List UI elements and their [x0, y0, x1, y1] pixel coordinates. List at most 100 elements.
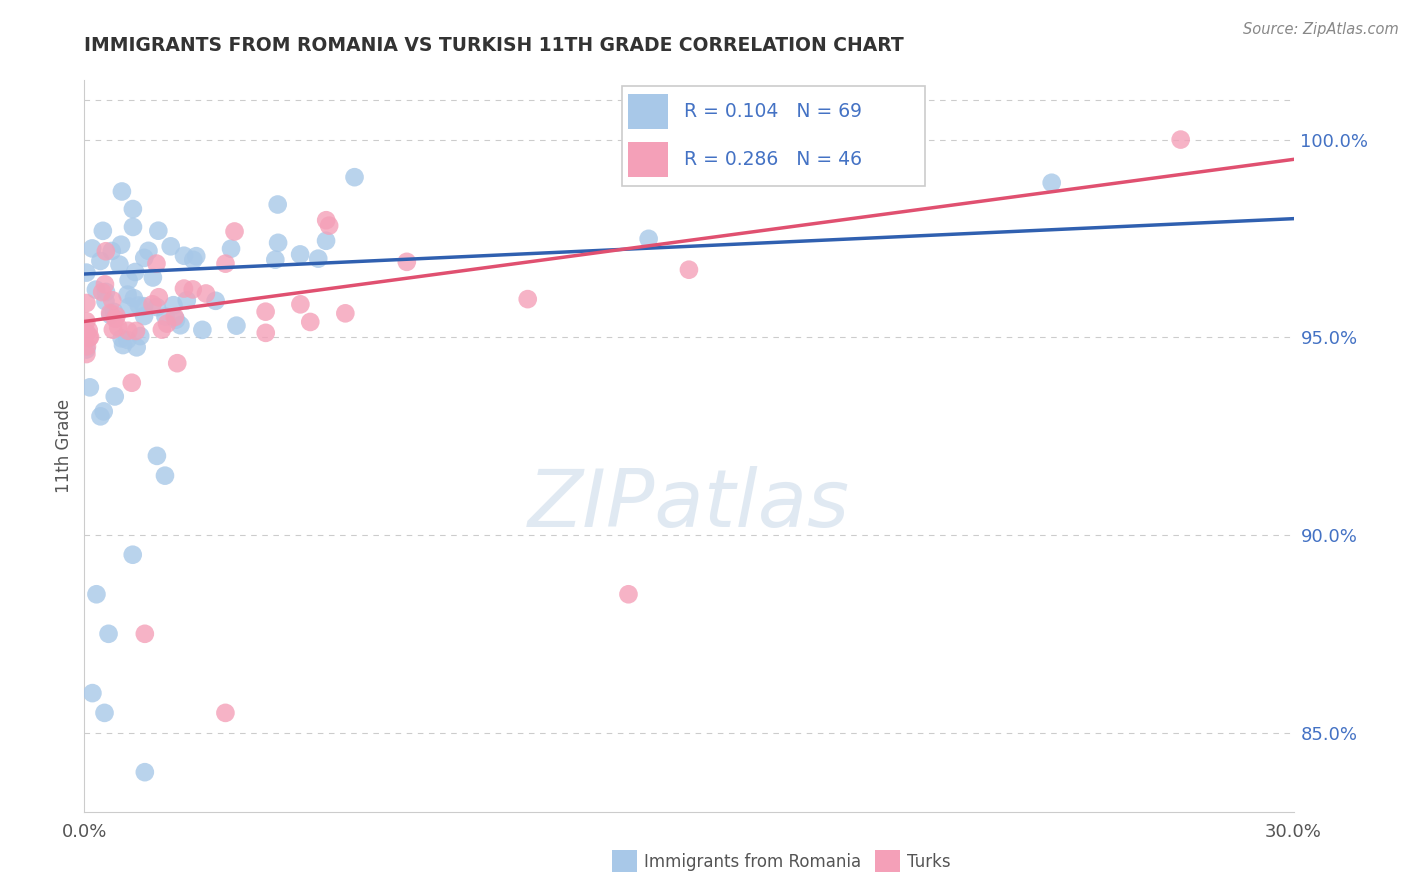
Point: [75, 266, 97, 280]
Point: [129, 329, 152, 343]
Point: [134, 627, 156, 641]
Point: [94, 285, 117, 299]
Point: [224, 225, 246, 239]
Point: [148, 290, 170, 304]
Point: [121, 202, 143, 216]
Point: [267, 235, 290, 250]
Point: [138, 244, 160, 258]
Point: [93, 404, 115, 418]
Point: [128, 298, 150, 312]
Point: [134, 765, 156, 780]
Point: [107, 320, 129, 334]
Point: [94, 244, 117, 259]
Point: [343, 170, 366, 185]
Point: [110, 237, 132, 252]
Point: [75, 347, 97, 361]
Point: [82, 241, 104, 255]
Text: Immigrants from Romania: Immigrants from Romania: [644, 853, 860, 871]
Text: R = 0.286   N = 46: R = 0.286 N = 46: [683, 150, 862, 169]
Point: [77, 331, 100, 345]
Point: [103, 305, 125, 319]
Point: [335, 306, 357, 320]
Point: [267, 197, 290, 211]
Point: [134, 251, 156, 265]
Point: [395, 255, 418, 269]
Point: [307, 252, 329, 266]
Point: [100, 244, 122, 258]
Point: [97, 627, 120, 641]
Point: [194, 286, 217, 301]
Point: [148, 224, 170, 238]
Point: [79, 330, 101, 344]
Point: [678, 262, 700, 277]
Point: [169, 318, 191, 333]
Point: [121, 548, 143, 562]
Point: [76, 339, 98, 353]
Point: [153, 468, 176, 483]
Point: [108, 258, 131, 272]
Point: [155, 310, 177, 324]
Point: [117, 287, 139, 301]
Point: [100, 308, 122, 322]
Point: [163, 310, 186, 324]
Point: [315, 213, 337, 227]
Point: [145, 256, 167, 270]
Point: [121, 376, 143, 390]
Y-axis label: 11th Grade: 11th Grade: [55, 399, 73, 493]
Point: [91, 224, 114, 238]
Point: [75, 343, 97, 357]
Point: [264, 252, 287, 267]
Point: [156, 317, 179, 331]
Point: [104, 312, 127, 326]
Point: [122, 291, 145, 305]
Point: [84, 283, 107, 297]
Point: [191, 323, 214, 337]
Point: [516, 292, 538, 306]
FancyBboxPatch shape: [621, 86, 925, 186]
Point: [79, 380, 101, 394]
Point: [318, 219, 340, 233]
Point: [75, 314, 97, 328]
Point: [122, 219, 145, 234]
Point: [166, 356, 188, 370]
Point: [173, 249, 195, 263]
Bar: [628, 142, 668, 177]
Point: [214, 257, 236, 271]
Text: Turks: Turks: [907, 853, 950, 871]
Point: [89, 254, 111, 268]
Point: [111, 338, 134, 352]
Point: [159, 239, 181, 253]
Point: [219, 242, 242, 256]
Point: [124, 265, 146, 279]
Point: [181, 282, 204, 296]
Point: [93, 706, 115, 720]
Point: [75, 296, 97, 310]
Point: [173, 281, 195, 295]
Point: [900, 161, 922, 176]
Point: [104, 389, 127, 403]
Point: [125, 340, 148, 354]
Point: [254, 304, 277, 318]
Point: [94, 294, 117, 309]
Point: [299, 315, 322, 329]
Point: [288, 247, 311, 261]
Point: [617, 587, 640, 601]
Point: [89, 409, 111, 424]
Point: [118, 300, 141, 314]
Point: [141, 297, 163, 311]
Point: [117, 333, 139, 347]
Point: [111, 185, 134, 199]
Point: [290, 297, 312, 311]
Point: [86, 587, 108, 601]
Text: ZIPatlas: ZIPatlas: [527, 466, 851, 543]
Point: [162, 298, 184, 312]
Point: [94, 277, 117, 292]
Point: [254, 326, 277, 340]
Point: [165, 312, 187, 326]
Point: [117, 273, 139, 287]
Point: [132, 299, 155, 313]
Point: [315, 234, 337, 248]
Point: [105, 309, 128, 323]
Point: [145, 300, 167, 314]
Point: [125, 324, 148, 338]
